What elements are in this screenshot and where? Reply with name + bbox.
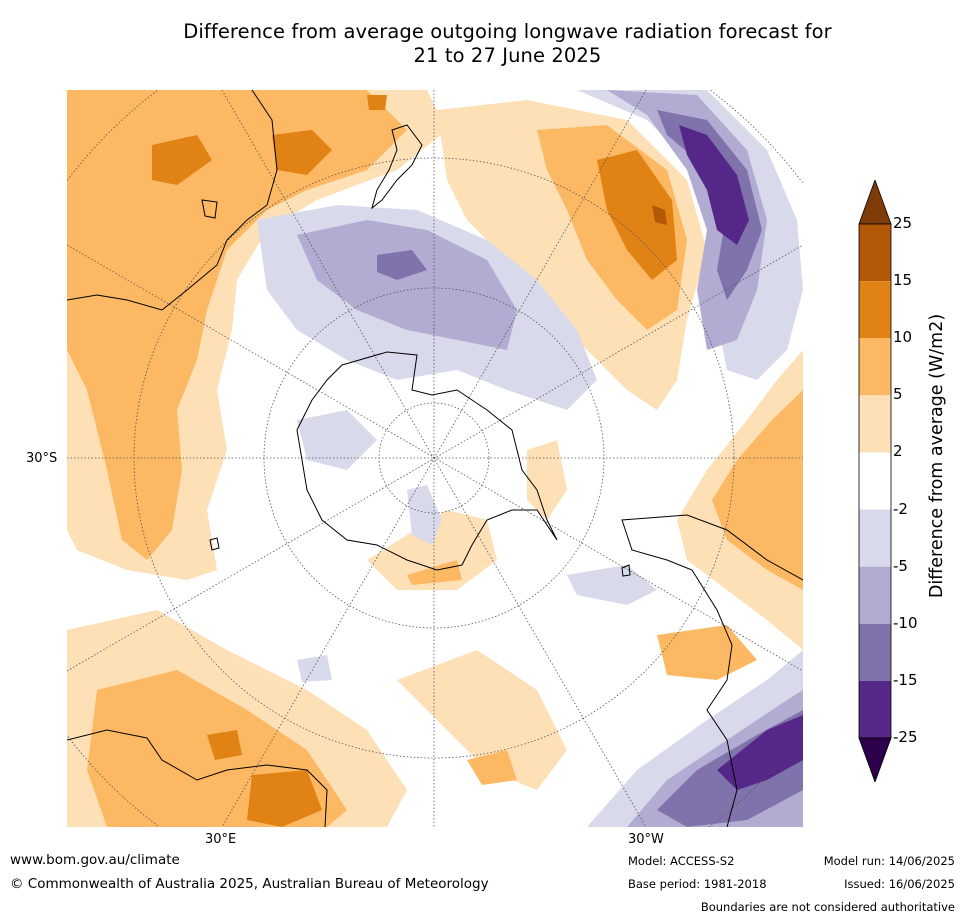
anomaly-region-south-atlantic-light	[397, 650, 567, 790]
footer-copyright: © Commonwealth of Australia 2025, Austra…	[10, 876, 489, 892]
footer-model: Model: ACCESS-S2	[628, 854, 735, 868]
footer-website: www.bom.gov.au/climate	[10, 852, 180, 868]
anomaly-region-australia-dark-2	[272, 130, 332, 175]
anomaly-region-africa-dark-2	[247, 770, 322, 827]
anomaly-region-southwest-purple	[297, 655, 332, 682]
coastline-tasmania	[201, 199, 218, 219]
colorbar-tick-label: -15	[893, 670, 918, 689]
colorbar-tick-label: 25	[893, 214, 913, 232]
graticule	[67, 90, 803, 827]
colorbar-bin	[859, 452, 891, 510]
anomaly-region-australia-dark-3	[367, 95, 387, 110]
anomaly-region-south-ocean-mid	[297, 220, 517, 350]
colorbar-bin	[859, 566, 891, 624]
colorbar-tick-label: -10	[893, 613, 918, 632]
anomaly-region-southamerica-mid	[712, 390, 803, 590]
anomaly-region-west-purple	[297, 410, 377, 470]
polar-map	[67, 90, 803, 827]
footer-disclaimer: Boundaries are not considered authoritat…	[700, 900, 955, 914]
colorbar-bin	[859, 338, 891, 396]
footer-model-run: Model run: 14/06/2025	[823, 854, 955, 868]
colorbar-bin	[859, 224, 891, 282]
coastline-antarctica	[296, 351, 558, 571]
colorbar-extend-top	[858, 178, 892, 225]
colorbar-bin	[859, 623, 891, 681]
anomaly-region-east-pacific-light	[527, 440, 567, 520]
latitude-label-30s: 30°S	[26, 451, 58, 466]
anomaly-region-southeast-purple	[567, 565, 657, 605]
colorbar-tick-label: 5	[893, 385, 903, 404]
anomaly-region-africa-dark	[207, 730, 242, 760]
colorbar-tick-label: 2	[893, 442, 903, 461]
anomaly-region-east-pacific-mid	[657, 625, 757, 680]
longitude-label-30e: 30°E	[205, 832, 237, 847]
colorbar-tick-label: -2	[893, 499, 908, 518]
colorbar-tick-label: 15	[893, 271, 913, 290]
anomaly-region-atlantic-darkest	[717, 715, 803, 790]
anomaly-region-south-atlantic-mid	[467, 750, 517, 785]
anomaly-region-south-ocean-dark	[377, 250, 427, 280]
longitude-label-30w: 30°W	[628, 832, 664, 847]
anomaly-region-pacific-dark	[597, 150, 677, 280]
anomaly-region-antarctic-light	[367, 510, 497, 590]
map-title-line2: 21 to 27 June 2025	[413, 44, 602, 67]
map-title: Difference from average outgoing longwav…	[110, 20, 905, 68]
anomaly-region-australia-mid	[67, 90, 407, 560]
anomaly-region-antarctic-purple	[407, 485, 442, 545]
coastline-new-zealand	[371, 124, 423, 210]
colorbar-tick-label: -5	[893, 556, 908, 575]
coastline-africa	[67, 729, 328, 827]
colorbar-bin	[859, 680, 891, 738]
coastlines	[67, 90, 803, 827]
colorbar-tick-label: -25	[893, 728, 918, 746]
coastline-south-america	[621, 514, 803, 827]
colorbar	[855, 178, 895, 784]
anomaly-region-arc-darkest	[679, 125, 749, 245]
coastline-falklands	[621, 564, 631, 577]
colorbar-bin	[859, 395, 891, 453]
colorbar-tick-label: 10	[893, 328, 913, 347]
map-title-line1: Difference from average outgoing longwav…	[183, 20, 832, 43]
anomaly-region-australia-dark	[152, 135, 212, 185]
anomaly-region-antarctic-mid	[407, 560, 462, 585]
colorbar-title-text: Difference from average (W/m2)	[927, 313, 947, 599]
colorbar-bin	[859, 281, 891, 339]
polar-map-svg	[67, 90, 803, 827]
footer-base-period: Base period: 1981-2018	[628, 877, 767, 891]
colorbar-bin	[859, 509, 891, 567]
colorbar-extend-bottom	[858, 737, 892, 784]
coastline-madagascar	[209, 537, 220, 551]
anomaly-region-pacific-darkest	[652, 205, 667, 225]
coastline-australia	[67, 90, 278, 311]
anomaly-region-arc-dark	[657, 110, 762, 300]
footer-issued: Issued: 16/06/2025	[844, 877, 955, 891]
colorbar-svg	[858, 178, 892, 784]
